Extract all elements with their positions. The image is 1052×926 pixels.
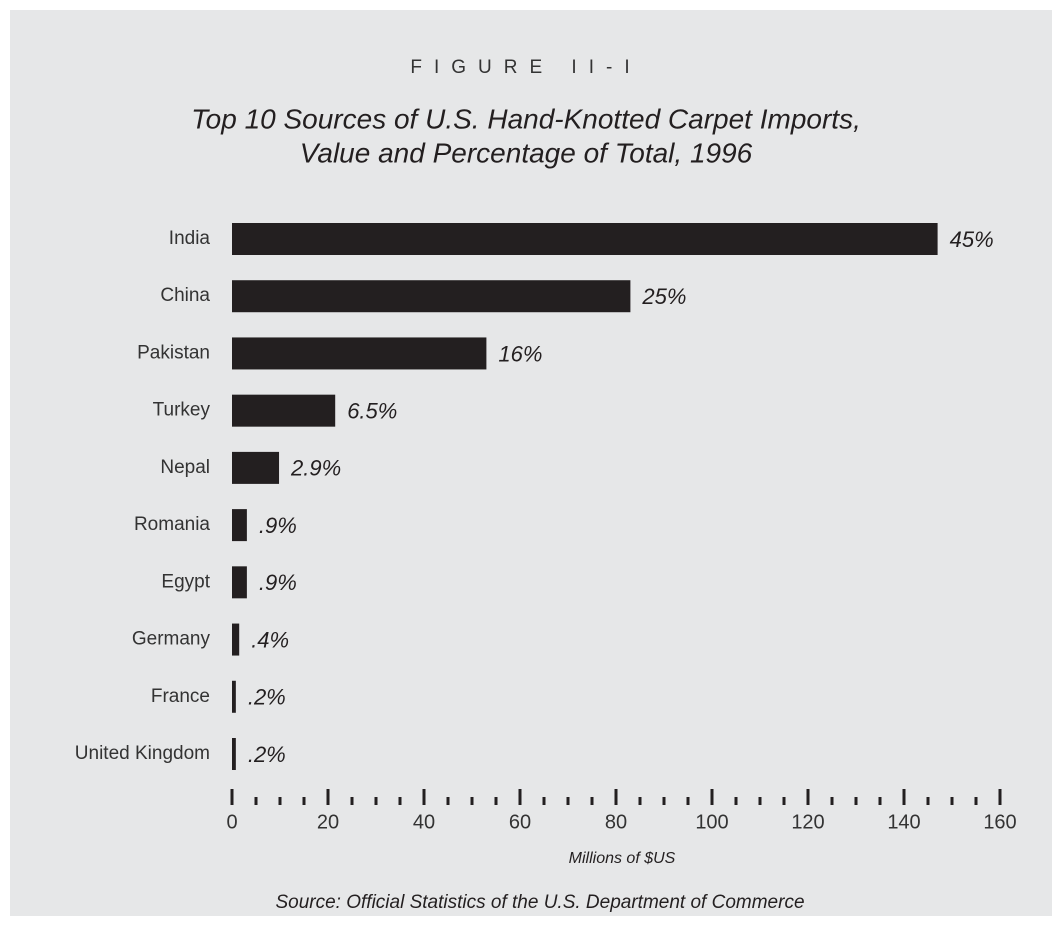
bar (232, 337, 487, 370)
bar (232, 566, 247, 599)
y-tick-label: China (160, 285, 210, 306)
y-tick-label: India (169, 228, 211, 249)
y-tick-label: Egypt (161, 571, 210, 592)
source: Source: Official Statistics of the U.S. … (275, 892, 804, 913)
x-tick-label: 60 (509, 811, 531, 833)
y-tick-label: Romania (134, 514, 210, 535)
x-tick-label: 120 (791, 811, 824, 833)
x-tick-label: 80 (605, 811, 627, 833)
x-axis-label: Millions of $US (569, 850, 676, 867)
y-tick-label: Turkey (153, 400, 211, 421)
bar (232, 680, 236, 713)
y-tick-label: Pakistan (137, 342, 210, 363)
bar (232, 509, 247, 542)
y-tick-label: France (151, 686, 210, 707)
data-label: 16% (498, 341, 542, 366)
bar (232, 394, 336, 427)
x-tick-label: 0 (226, 811, 237, 833)
data-label: .9% (259, 570, 297, 595)
panel (10, 10, 1052, 916)
data-label: .9% (259, 513, 297, 538)
chart-title: Top 10 Sources of U.S. Hand-Knotted Carp… (191, 103, 861, 134)
x-tick-label: 160 (983, 811, 1016, 833)
data-label: 6.5% (347, 398, 397, 423)
x-tick-label: 140 (887, 811, 920, 833)
x-tick-label: 40 (413, 811, 435, 833)
data-label: .4% (251, 627, 289, 652)
data-label: 45% (950, 227, 994, 252)
x-tick-label: 20 (317, 811, 339, 833)
y-tick-label: United Kingdom (75, 743, 210, 764)
bar (232, 451, 280, 484)
data-label: 2.9% (290, 456, 341, 481)
y-tick-label: Germany (132, 629, 211, 650)
bar (232, 623, 240, 656)
chart-title: Value and Percentage of Total, 1996 (300, 137, 753, 168)
y-tick-label: Nepal (160, 457, 210, 478)
bar (232, 738, 236, 770)
bar (232, 280, 631, 313)
x-tick-label: 100 (695, 811, 728, 833)
bar (232, 223, 938, 255)
figure-label: FIGURE II-I (410, 57, 641, 78)
data-label: 25% (641, 284, 686, 309)
data-label: .2% (248, 742, 286, 767)
data-label: .2% (248, 685, 286, 710)
